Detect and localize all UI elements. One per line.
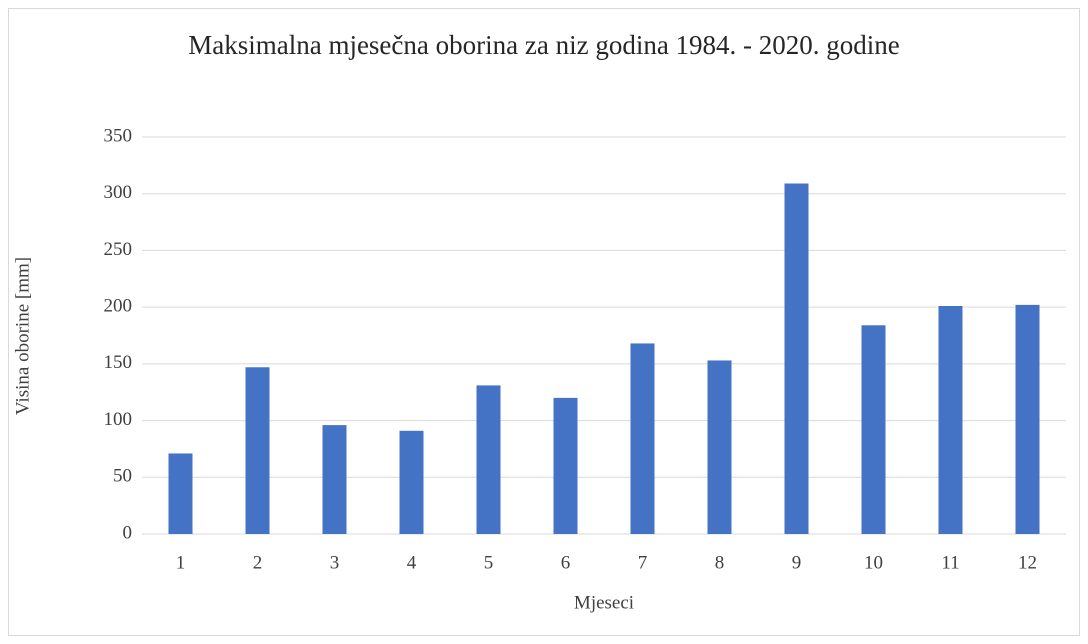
- y-tick-label: 150: [104, 352, 133, 373]
- bar: [476, 385, 501, 534]
- bar: [861, 325, 886, 534]
- x-tick-label: 3: [330, 552, 340, 573]
- bar: [1015, 304, 1040, 534]
- chart-border: [8, 8, 1080, 636]
- x-tick-label: 11: [941, 552, 959, 573]
- x-tick-label: 2: [253, 552, 263, 573]
- bar: [245, 367, 270, 534]
- bar: [630, 343, 655, 534]
- bar: [553, 397, 578, 534]
- x-axis-title: Mjeseci: [574, 592, 634, 613]
- bar: [322, 425, 347, 534]
- y-tick-label: 200: [104, 296, 133, 317]
- x-tick-label: 10: [864, 552, 883, 573]
- bar: [399, 430, 424, 534]
- bar: [168, 453, 193, 534]
- x-tick-label: 6: [561, 552, 571, 573]
- y-axis-title: Visina oborine [mm]: [12, 257, 33, 415]
- x-tick-label: 1: [176, 552, 186, 573]
- y-tick-label: 50: [113, 466, 132, 487]
- y-tick-label: 300: [104, 182, 133, 203]
- x-tick-label: 9: [792, 552, 802, 573]
- chart-title: Maksimalna mjesečna oborina za niz godin…: [188, 30, 900, 60]
- y-tick-label: 350: [104, 125, 133, 146]
- y-tick-label: 250: [104, 239, 133, 260]
- bar: [784, 183, 809, 534]
- y-tick-label: 100: [104, 409, 133, 430]
- x-tick-label: 12: [1018, 552, 1037, 573]
- bar: [938, 306, 963, 534]
- x-tick-label: 8: [715, 552, 725, 573]
- x-tick-label: 7: [638, 552, 648, 573]
- x-tick-label: 4: [407, 552, 417, 573]
- y-tick-label: 0: [123, 522, 133, 543]
- bar: [707, 360, 732, 534]
- x-tick-label: 5: [484, 552, 494, 573]
